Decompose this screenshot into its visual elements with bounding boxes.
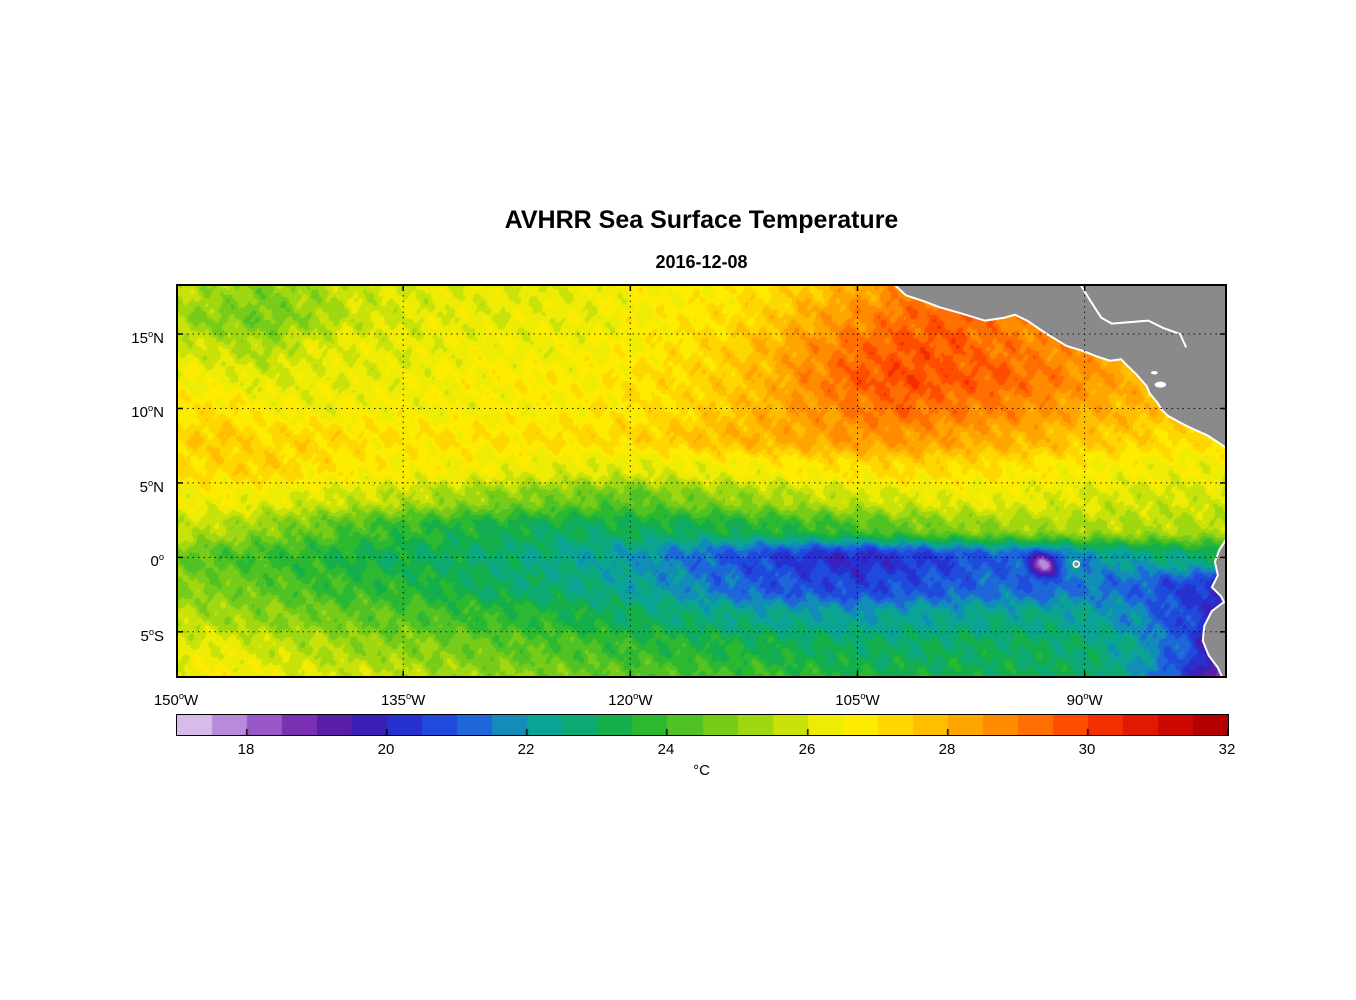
colorbar xyxy=(176,714,1229,736)
caribbean-coastline xyxy=(1079,284,1188,348)
land-south-america xyxy=(1201,537,1227,678)
x-tick-label: 120oW xyxy=(608,691,653,709)
y-tick-label: 10oN xyxy=(131,403,164,422)
map-overlay-svg xyxy=(176,284,1227,678)
x-tick-label: 150oW xyxy=(153,691,199,709)
x-tick-label: 105oW xyxy=(835,691,880,709)
colorbar-canvas xyxy=(177,715,1228,735)
colorbar-tick-label: 30 xyxy=(1078,741,1096,758)
colorbar-tick-label: 20 xyxy=(377,741,395,758)
colorbar-tick-label: 18 xyxy=(237,741,255,758)
plot-area xyxy=(176,284,1227,678)
x-tick-label: 135oW xyxy=(380,691,426,709)
y-tick-label: 5oS xyxy=(140,626,164,645)
lake xyxy=(1150,370,1158,375)
chart-subtitle-date: 2016-12-08 xyxy=(655,252,748,272)
colorbar-tick-label: 22 xyxy=(517,741,535,758)
y-tick-label: 15oN xyxy=(131,329,164,348)
colorbar-tick-label: 32 xyxy=(1218,741,1236,758)
lake xyxy=(1154,381,1167,388)
colorbar-unit-label: °C xyxy=(693,762,710,779)
plot-border xyxy=(176,284,1227,678)
galapagos-island xyxy=(1072,560,1081,568)
chart-title: AVHRR Sea Surface Temperature xyxy=(504,206,899,234)
y-tick-label: 0o xyxy=(150,552,164,571)
colorbar-tick-label: 26 xyxy=(798,741,816,758)
y-tick-label: 5oN xyxy=(139,477,164,496)
x-tick-label: 90oW xyxy=(1066,691,1103,709)
land-central-america xyxy=(892,284,1227,450)
sst-heatmap-canvas xyxy=(176,284,1227,678)
colorbar-tick-label: 28 xyxy=(938,741,956,758)
colorbar-tick-label: 24 xyxy=(657,741,675,758)
